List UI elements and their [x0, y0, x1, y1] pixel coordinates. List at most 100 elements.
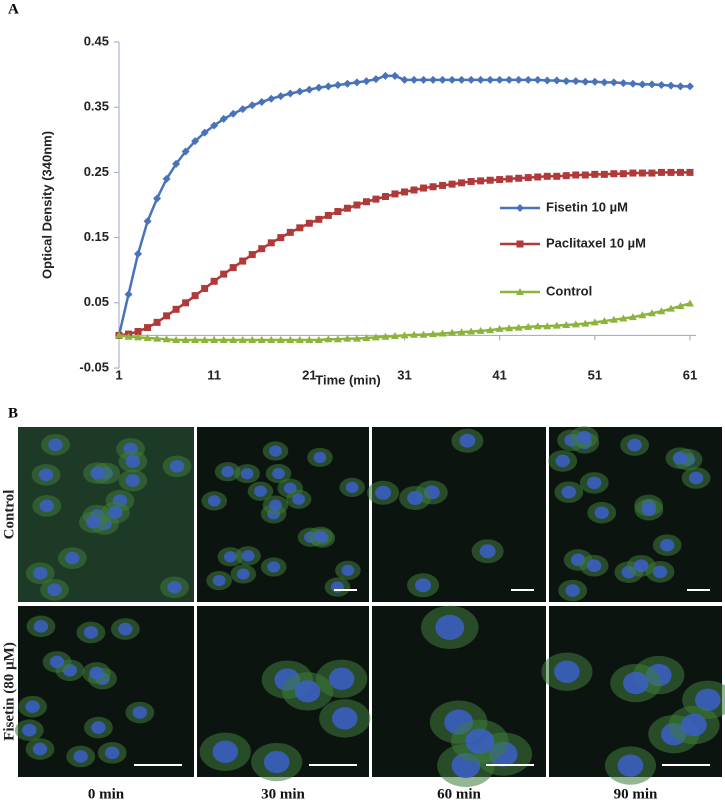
nucleus: [269, 499, 282, 511]
nucleus: [207, 495, 221, 507]
marker: [600, 78, 609, 87]
y-tick-label: -0.05: [79, 359, 109, 374]
nucleus: [554, 660, 580, 683]
marker: [619, 314, 628, 322]
marker: [362, 198, 370, 206]
nucleus: [22, 723, 37, 737]
marker: [600, 170, 608, 178]
nucleus: [313, 451, 327, 464]
panel-label: B: [8, 405, 18, 421]
marker: [467, 327, 476, 335]
marker: [267, 94, 276, 103]
nucleus: [341, 564, 355, 576]
legend-label: Control: [546, 283, 592, 298]
marker: [524, 75, 533, 84]
marker: [448, 328, 457, 336]
marker: [581, 77, 590, 86]
nucleus: [328, 667, 355, 690]
marker: [191, 335, 200, 343]
nucleus: [641, 503, 657, 517]
marker: [533, 322, 542, 330]
marker: [438, 329, 447, 337]
marker: [371, 333, 380, 341]
marker: [410, 186, 418, 194]
nucleus: [292, 493, 306, 505]
marker: [210, 121, 219, 130]
marker: [505, 75, 514, 84]
marker: [429, 330, 438, 338]
marker: [458, 179, 466, 187]
nucleus: [39, 499, 55, 513]
column-label: 90 min: [614, 786, 658, 802]
marker: [486, 75, 495, 84]
nucleus: [375, 485, 392, 500]
nucleus: [118, 622, 133, 636]
nucleus: [49, 655, 65, 669]
marker: [267, 335, 276, 343]
nucleus: [65, 551, 80, 565]
nucleus: [105, 746, 120, 760]
marker: [390, 332, 399, 340]
row-label: Fisetin (80 µM): [1, 642, 17, 741]
column-label: 0 min: [88, 786, 125, 802]
nucleus: [33, 566, 48, 580]
marker: [514, 323, 523, 331]
marker: [571, 77, 580, 86]
marker: [676, 302, 685, 310]
nucleus: [236, 568, 250, 580]
marker: [257, 97, 266, 106]
marker: [238, 335, 247, 343]
nucleus: [331, 581, 344, 593]
marker: [686, 82, 694, 91]
nucleus: [212, 740, 239, 763]
marker: [286, 228, 294, 236]
marker: [410, 330, 419, 338]
marker: [115, 331, 123, 339]
marker: [467, 178, 475, 186]
marker: [686, 299, 694, 307]
nucleus: [86, 515, 101, 529]
y-axis-title: Optical Density (340nm): [39, 131, 54, 279]
marker: [657, 168, 665, 176]
nucleus: [623, 671, 649, 695]
marker: [305, 335, 314, 343]
nucleus: [435, 614, 465, 640]
marker: [333, 335, 342, 343]
marker: [248, 335, 257, 343]
marker: [516, 240, 524, 248]
marker: [391, 190, 399, 198]
nucleus: [617, 754, 644, 777]
nucleus: [587, 476, 602, 490]
marker: [315, 215, 323, 223]
marker: [686, 168, 694, 176]
nucleus: [254, 485, 267, 497]
marker: [333, 81, 342, 90]
nucleus: [555, 454, 570, 468]
x-tick-label: 21: [302, 367, 316, 382]
nucleus: [91, 721, 106, 734]
nucleus: [407, 491, 424, 506]
nucleus: [269, 445, 282, 457]
column-label: 30 min: [261, 786, 305, 802]
marker: [134, 327, 142, 335]
marker: [562, 172, 570, 180]
marker: [257, 335, 266, 343]
marker: [219, 114, 228, 123]
marker: [267, 239, 275, 247]
x-tick-label: 51: [588, 367, 602, 382]
nucleus: [223, 551, 237, 563]
nucleus: [47, 583, 62, 597]
marker: [429, 183, 437, 191]
panel-label: A: [8, 1, 19, 17]
marker: [276, 335, 285, 343]
marker: [286, 89, 295, 98]
marker: [638, 80, 647, 89]
marker: [229, 109, 238, 118]
marker: [296, 224, 304, 232]
marker: [581, 171, 589, 179]
marker: [676, 82, 685, 91]
marker: [476, 326, 485, 334]
nucleus: [125, 455, 141, 468]
marker: [191, 137, 200, 146]
marker: [324, 335, 333, 343]
